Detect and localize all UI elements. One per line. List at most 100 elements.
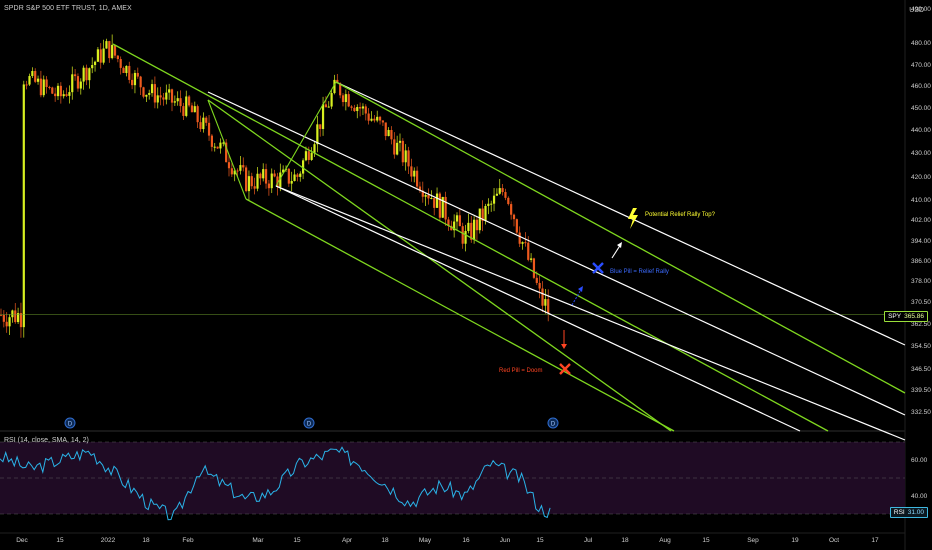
candle — [105, 38, 108, 49]
svg-text:D: D — [307, 421, 312, 427]
candle-body — [510, 204, 513, 215]
green-fork-lower — [245, 198, 675, 432]
candle-body — [501, 188, 504, 193]
candle-body — [341, 95, 345, 103]
candle — [407, 146, 410, 174]
candle-body — [156, 95, 159, 103]
green-fork-upper — [112, 43, 829, 432]
last-rsi-tag: RSI 31.00 — [889, 507, 928, 518]
candle-body — [433, 198, 436, 208]
candle-body — [113, 44, 117, 56]
candle — [71, 66, 74, 100]
candle-body — [370, 118, 373, 121]
candle — [96, 47, 99, 62]
candle — [225, 139, 228, 163]
candle — [150, 79, 154, 97]
candle — [42, 75, 45, 98]
price-tick-label: 346.50 — [911, 366, 931, 373]
candle — [458, 208, 461, 227]
candle — [398, 133, 402, 152]
rsi-indicator-label[interactable]: RSI (14, close, SMA, 14, 2) — [4, 437, 89, 444]
march-fork-handle — [275, 81, 337, 187]
candle — [504, 188, 507, 201]
candle — [185, 90, 188, 118]
candle-body — [133, 72, 137, 86]
candle-body — [427, 195, 430, 199]
candle — [310, 147, 313, 161]
candle-body — [236, 170, 239, 172]
candle — [247, 170, 251, 200]
candle-body — [330, 93, 333, 107]
candle-body — [25, 84, 28, 86]
candle — [85, 64, 88, 86]
candle-body — [17, 313, 20, 323]
candle-body — [125, 65, 128, 74]
candle-body — [327, 106, 330, 108]
annotation-relief-top: Potential Relief Rally Top? — [645, 212, 715, 218]
time-tick-label: May — [419, 537, 432, 544]
annotation-blue-pill: Blue Pill = Relief Rally — [610, 269, 669, 275]
candle — [438, 191, 441, 221]
candle-body — [205, 117, 208, 123]
candle-body — [59, 85, 62, 97]
candle — [188, 94, 191, 108]
candle-body — [401, 140, 404, 163]
candle — [410, 158, 413, 182]
candle-body — [495, 193, 498, 196]
candle-body — [453, 221, 456, 231]
candle-body — [253, 186, 256, 189]
candle — [91, 57, 94, 74]
price-tick-label: 378.00 — [911, 278, 931, 285]
candle-body — [56, 85, 60, 97]
candle-body — [153, 84, 156, 103]
candle — [227, 155, 231, 177]
candle — [62, 90, 65, 99]
candle — [168, 83, 171, 100]
candle-body — [481, 208, 484, 221]
candle-body — [359, 107, 362, 109]
candle — [279, 163, 282, 192]
white-pitchfork — [207, 91, 906, 432]
candle-body — [484, 205, 487, 221]
candle-body — [5, 321, 8, 327]
price-tick-label: 370.50 — [911, 299, 931, 306]
candle — [418, 181, 422, 193]
price-tick-label: 362.50 — [911, 321, 931, 328]
candle-body — [173, 101, 176, 103]
candle — [356, 104, 359, 119]
candle-body — [62, 94, 65, 97]
candle-body — [11, 310, 14, 318]
candle — [267, 179, 270, 196]
candle-body — [262, 169, 265, 179]
time-tick-label: 15 — [293, 537, 301, 544]
candle-body — [142, 87, 145, 97]
time-tick-label: Sep — [747, 537, 759, 544]
candle-body — [347, 94, 350, 107]
candle — [515, 218, 518, 235]
candle-body — [324, 104, 327, 108]
candle — [464, 224, 467, 252]
candle-body — [441, 196, 444, 218]
candle — [450, 220, 453, 231]
candle-body — [150, 84, 154, 94]
candle — [190, 102, 194, 113]
candle-body — [538, 282, 541, 289]
candle-body — [111, 44, 114, 59]
candle-body — [239, 165, 242, 171]
candle-body — [119, 59, 122, 68]
candle-body — [219, 142, 222, 149]
candle-body — [93, 61, 97, 66]
price-tick-label: 480.00 — [911, 40, 931, 47]
candle — [492, 187, 496, 212]
candle — [219, 138, 222, 154]
candle — [236, 168, 239, 177]
candle-body — [302, 160, 305, 174]
candle — [179, 90, 182, 113]
candle — [401, 138, 404, 166]
time-tick-label: 18 — [142, 537, 150, 544]
candle-body — [96, 49, 99, 62]
white-arrow-head-icon — [617, 242, 622, 248]
candle — [387, 127, 390, 137]
candle-body — [461, 226, 464, 244]
